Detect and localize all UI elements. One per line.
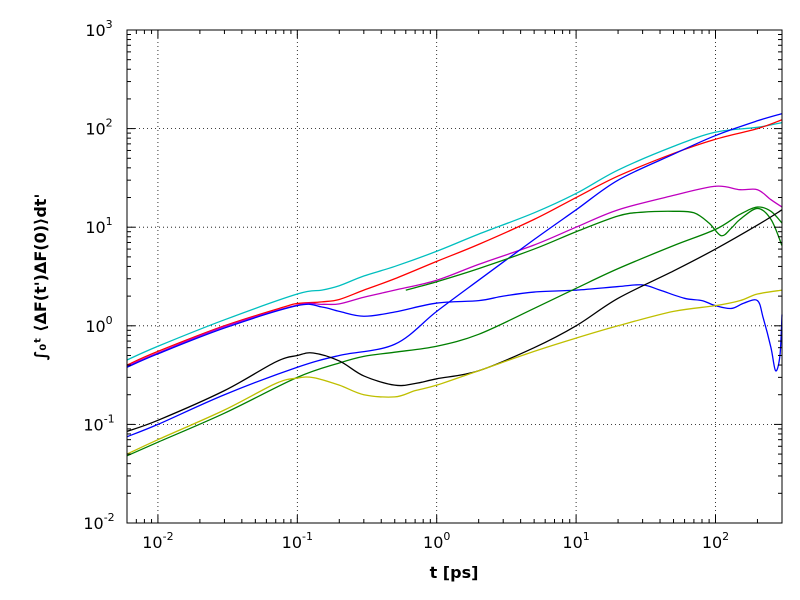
series-line-4 bbox=[126, 284, 783, 372]
x-tick-label: 10-2 bbox=[142, 530, 173, 552]
tick-marks bbox=[126, 29, 783, 524]
series-line-7 bbox=[405, 207, 783, 291]
series-line-5 bbox=[126, 112, 783, 438]
series-line-1 bbox=[126, 121, 783, 361]
x-tick-label: 100 bbox=[423, 530, 450, 552]
plot-frame bbox=[126, 29, 783, 524]
y-tick-labels: 10-2 10-1 100 101 102 103 bbox=[83, 18, 114, 533]
x-axis-label: t [ps] bbox=[430, 563, 479, 582]
x-tick-label: 101 bbox=[562, 530, 589, 552]
series-line-8 bbox=[126, 209, 783, 432]
y-tick-label: 100 bbox=[85, 314, 112, 336]
series-line-6 bbox=[126, 206, 783, 457]
x-tick-labels: 10-2 10-1 100 101 102 bbox=[142, 530, 729, 552]
y-tick-label: 10-1 bbox=[83, 412, 114, 434]
y-tick-label: 102 bbox=[85, 117, 112, 139]
y-tick-label: 101 bbox=[85, 215, 112, 237]
x-tick-label: 10-1 bbox=[282, 530, 313, 552]
x-tick-label: 102 bbox=[702, 530, 729, 552]
series-group bbox=[126, 112, 783, 457]
y-axis-label: ∫₀ᵗ ⟨ΔF(t')ΔF(0)⟩dt' bbox=[31, 194, 50, 361]
y-tick-label: 103 bbox=[85, 18, 112, 40]
series-line-9 bbox=[126, 289, 783, 455]
y-tick-label: 10-2 bbox=[83, 511, 114, 533]
